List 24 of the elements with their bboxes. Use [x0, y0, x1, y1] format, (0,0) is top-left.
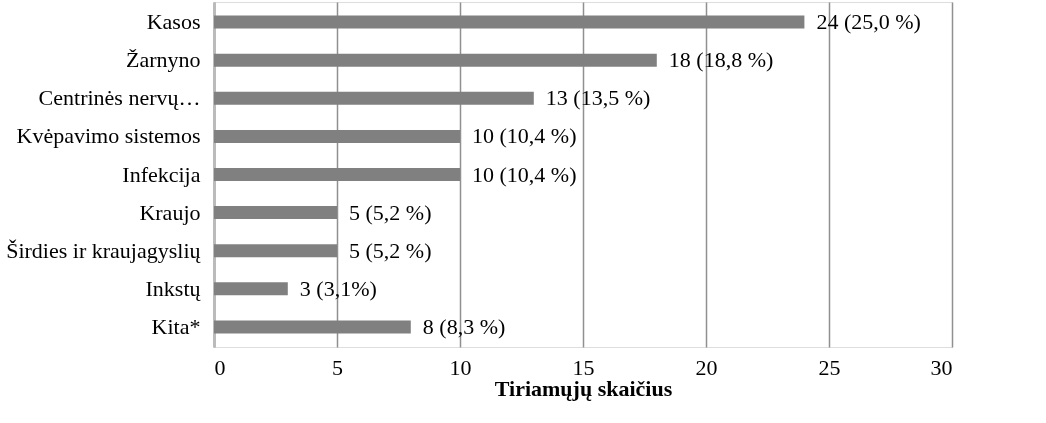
y-tick-label: Kasos	[146, 9, 201, 35]
y-tick-label: Infekcija	[122, 161, 201, 187]
x-tick-label: 25	[818, 354, 841, 380]
data-label: 24 (25,0 %)	[816, 9, 921, 35]
y-tick-label: Žarnyno	[125, 47, 201, 73]
data-label: 13 (13,5 %)	[545, 85, 651, 111]
y-tick-label: Kita*	[151, 313, 201, 339]
x-tick-label: 0	[214, 354, 226, 380]
data-label: 18 (18,8 %)	[668, 47, 774, 73]
y-tick-label: Širdies ir kraujagyslių	[6, 237, 202, 263]
x-tick-label: 10	[449, 354, 472, 380]
x-tick-label: 30	[930, 354, 953, 380]
data-label: 10 (10,4 %)	[472, 123, 577, 149]
data-label: 8 (8,3 %)	[422, 313, 506, 339]
x-tick-label: 5	[332, 354, 343, 380]
data-label: 5 (5,2 %)	[349, 199, 432, 225]
data-label: 5 (5,2 %)	[349, 237, 432, 263]
y-tick-label: Kraujo	[139, 199, 201, 225]
x-tick-label: 20	[695, 354, 718, 380]
y-tick-label: Inkstų	[145, 275, 202, 301]
data-label: 3 (3,1%)	[299, 275, 377, 301]
y-tick-label: Kvėpavimo sistemos	[16, 123, 201, 149]
data-label: 10 (10,4 %)	[472, 161, 577, 187]
y-tick-label: Centrinės nervų…	[38, 85, 201, 111]
